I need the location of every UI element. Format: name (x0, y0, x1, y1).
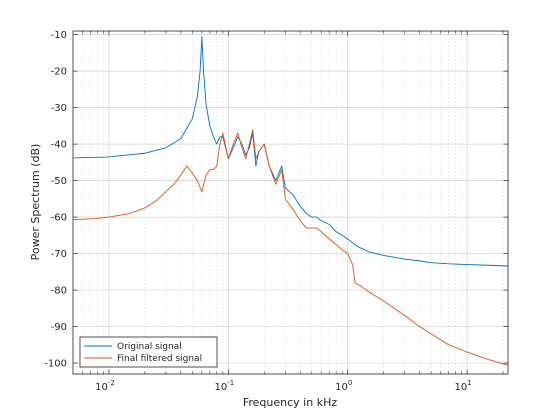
y-tick-label: -100 (44, 359, 67, 370)
y-tick-label: -90 (51, 322, 67, 333)
y-tick-label: -80 (51, 286, 67, 297)
x-tick-label: 101 (455, 379, 472, 393)
y-tick-labels: -10 -20 -30 -40 -50 -60 -70 -80 -90 -100 (44, 30, 67, 369)
axes-background (73, 31, 508, 374)
x-tick-labels: 10-2 10-1 100 101 (95, 379, 472, 393)
y-tick-label: -70 (51, 249, 67, 260)
x-tick-label: 10-2 (95, 379, 115, 393)
y-tick-label: -40 (51, 140, 67, 151)
legend-label-filtered: Final filtered signal (117, 354, 202, 364)
axes-box (72, 30, 509, 375)
series-line-filtered (72, 129, 509, 366)
y-axis-label: Power Spectrum (dB) (29, 144, 42, 261)
major-grid (73, 31, 508, 374)
y-tick-label: -20 (51, 67, 67, 78)
y-tick-label: -30 (51, 103, 67, 114)
minor-grid (82, 31, 504, 374)
x-tick-label: 10-1 (214, 379, 234, 393)
x-tick-label: 100 (335, 379, 352, 393)
y-tick-label: -10 (51, 30, 67, 41)
x-axis-label: Frequency in kHz (243, 396, 337, 409)
ticks-layer (73, 31, 508, 374)
legend-box (79, 336, 218, 368)
y-tick-label: -60 (51, 213, 67, 224)
legend: Original signal Final filtered signal (79, 336, 218, 368)
series-layer (72, 36, 509, 366)
legend-label-original: Original signal (117, 342, 182, 352)
y-tick-label: -50 (51, 176, 67, 187)
